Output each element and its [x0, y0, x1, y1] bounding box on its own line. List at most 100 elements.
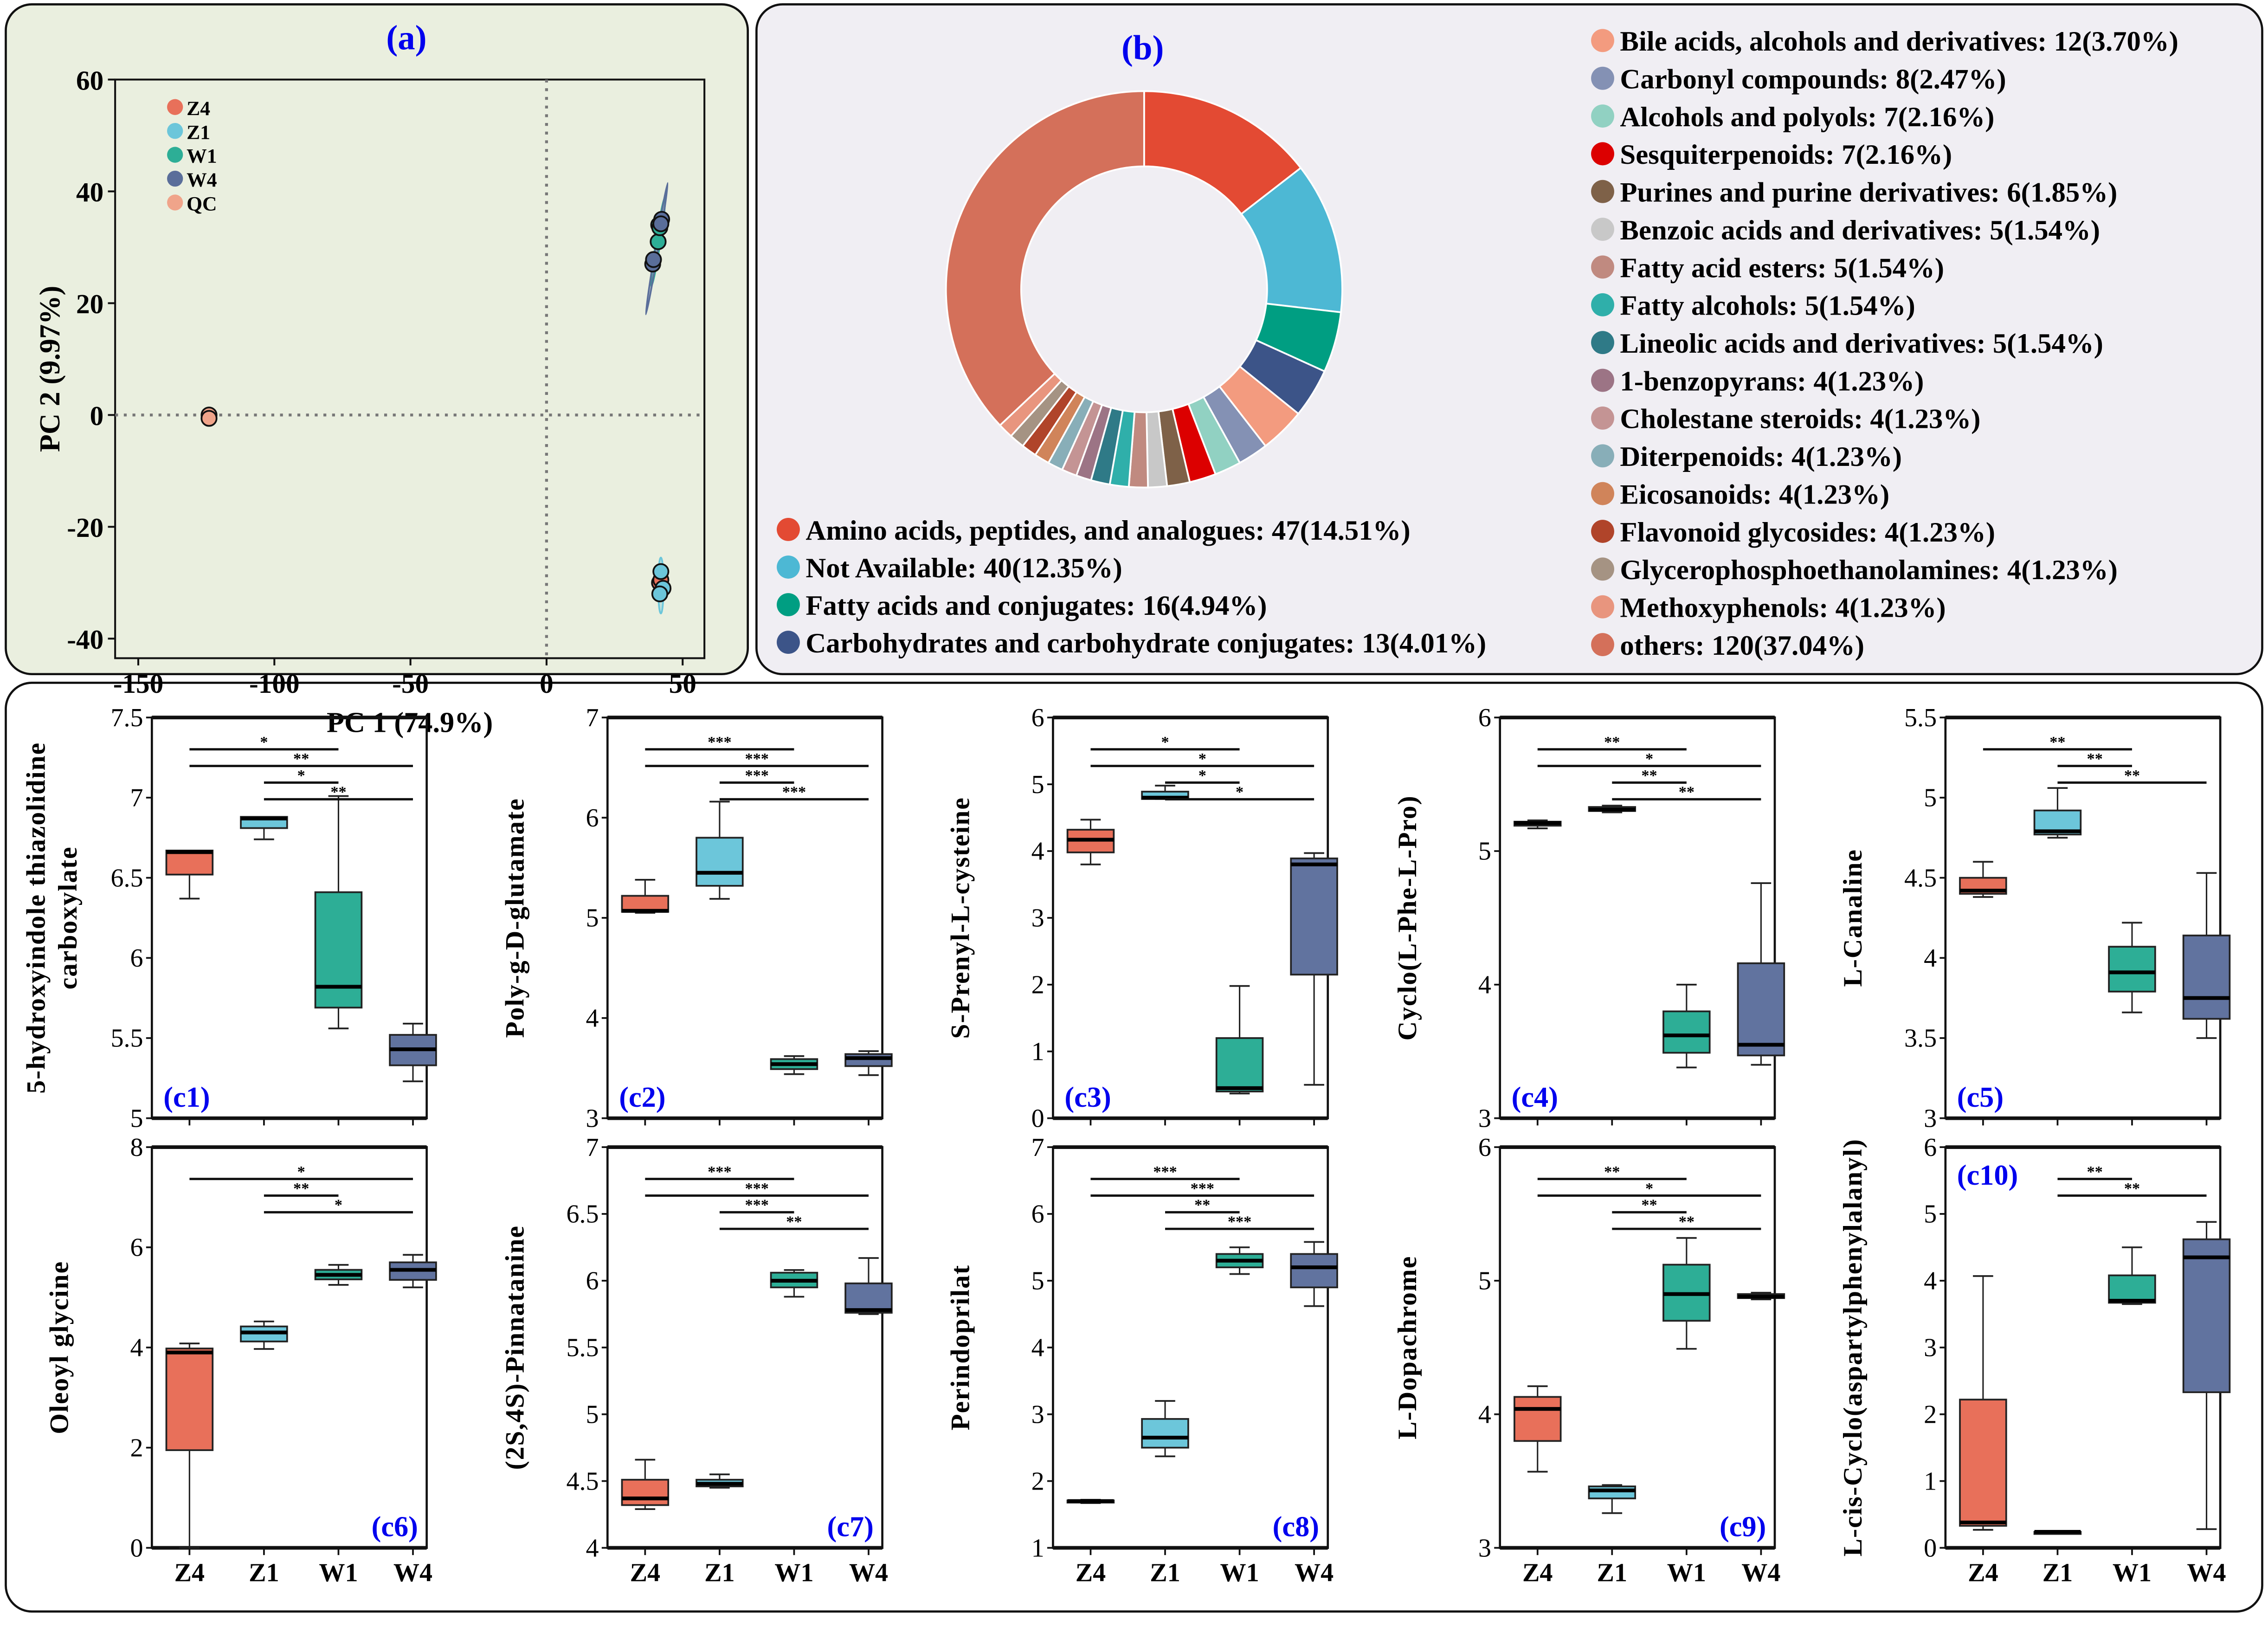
- y-tick-label: 2: [1031, 1467, 1044, 1496]
- legend-marker-w4: [167, 170, 183, 187]
- y-tick-label: 3: [1031, 904, 1044, 933]
- legend-label: Glycerophosphoethanolamines: 4(1.23%): [1620, 555, 2117, 586]
- legend-marker: [1591, 368, 1614, 392]
- box-z1: [1141, 1400, 1189, 1458]
- box-w1: [2108, 922, 2156, 1013]
- x-tick-label: Z1: [1150, 1558, 1180, 1587]
- box-z4: [1959, 1275, 2007, 1531]
- box-w4: [1737, 882, 1785, 1066]
- y-axis-title: (2S,4S)-Pinnatanine: [500, 1225, 529, 1470]
- legend-label: Eicosanoids: 4(1.23%): [1620, 479, 1889, 510]
- legend-label: Fatty alcohols: 5(1.54%): [1620, 290, 1915, 322]
- y-tick-label: 7: [1031, 1133, 1044, 1162]
- significance-label: *: [335, 1196, 342, 1214]
- box-w1: [1215, 1246, 1264, 1275]
- box-z4: [165, 1342, 214, 1549]
- box-iqr: [314, 891, 363, 1009]
- x-tick-label: 0: [540, 668, 554, 699]
- boxplot-c5: 3 3.5 4 4.5 5 5.5 L-Canaline ** ** ** (c5): [1838, 703, 2231, 1133]
- y-tick-label: 6: [586, 1267, 599, 1296]
- significance-label: ***: [708, 1163, 731, 1181]
- legend-marker: [1591, 293, 1614, 316]
- boxplot-c10: 0 1 2 3 4 5 6 Z4 Z1 W1 W4 L-cis-Cyclo(aspartylpheny…: [1838, 1133, 2231, 1587]
- y-tick-label: 20: [76, 289, 103, 319]
- box-iqr: [165, 850, 214, 876]
- box-w4: [1290, 1241, 1338, 1307]
- x-tick-label: W1: [774, 1558, 813, 1587]
- x-tick-label: W1: [1220, 1558, 1259, 1587]
- panel-label: (c4): [1512, 1081, 1558, 1113]
- legend-marker-qc: [167, 194, 183, 211]
- y-tick-label: 6: [130, 944, 143, 973]
- y-tick-label: 5: [1924, 784, 1937, 813]
- box-iqr: [1662, 1010, 1711, 1054]
- significance-label: **: [1679, 1213, 1695, 1231]
- legend-label: Lineolic acids and derivatives: 5(1.54%): [1620, 328, 2103, 359]
- data-point-z1: [652, 563, 670, 580]
- box-z4: [621, 1458, 670, 1510]
- y-tick-label: 7: [130, 784, 143, 813]
- legend-marker: [1591, 331, 1614, 355]
- significance-label: **: [1641, 767, 1657, 784]
- legend-marker: [1591, 444, 1614, 468]
- y-tick-label: 6: [1478, 1133, 1491, 1162]
- y-tick-label: 5: [1478, 1267, 1491, 1296]
- y-tick-label: 5: [1031, 770, 1044, 799]
- significance-label: **: [1604, 733, 1620, 751]
- legend-marker: [777, 631, 800, 654]
- box-w1: [770, 1055, 818, 1075]
- y-axis-title: Oleoyl glycine: [45, 1261, 74, 1434]
- legend-label: Not Available: 40(12.35%): [805, 553, 1122, 584]
- x-tick-label: W4: [1295, 1558, 1334, 1587]
- y-tick-label: 8: [130, 1133, 143, 1162]
- y-tick-label: 3: [1924, 1104, 1937, 1133]
- y-tick-label: 4: [1031, 837, 1044, 866]
- y-tick-label: 4: [1924, 1267, 1937, 1296]
- legend-label: Z4: [187, 97, 210, 120]
- y-tick-label: 3: [1031, 1400, 1044, 1429]
- box-iqr: [844, 1053, 893, 1067]
- y-tick-label: 6: [130, 1233, 143, 1262]
- legend-label: others: 120(37.04%): [1620, 630, 1864, 661]
- y-tick-label: 0: [90, 400, 104, 431]
- x-tick-label: -100: [249, 668, 300, 699]
- box-z4: [1959, 861, 2007, 898]
- y-tick-label: 6: [586, 804, 599, 832]
- box-iqr: [844, 1282, 893, 1314]
- box-iqr: [696, 837, 744, 887]
- box-iqr: [1737, 962, 1785, 1057]
- box-iqr: [621, 1478, 670, 1506]
- x-tick-label: -150: [113, 668, 164, 699]
- significance-label: **: [2087, 750, 2103, 768]
- panel-label: (c6): [372, 1511, 418, 1543]
- box-iqr: [2108, 1274, 2156, 1304]
- y-tick-label: 5.5: [1904, 703, 1937, 732]
- legend-label: Bile acids, alcohols and derivatives: 12…: [1620, 26, 2178, 57]
- y-tick-label: 3.5: [1904, 1024, 1937, 1053]
- legend-marker: [1591, 520, 1614, 543]
- legend-marker-z1: [167, 123, 183, 139]
- box-w1: [1662, 984, 1711, 1069]
- y-tick-label: 6: [1924, 1133, 1937, 1162]
- legend-marker: [1591, 633, 1614, 657]
- box-z1: [1588, 1484, 1637, 1514]
- y-axis-title: S-Prenyl-L-cysteine: [946, 797, 975, 1039]
- donut-slice: [1143, 90, 1302, 215]
- x-tick-label: W4: [849, 1558, 888, 1587]
- y-tick-label: 7: [586, 1133, 599, 1162]
- box-w4: [2182, 1221, 2231, 1530]
- y-tick-label: 2: [1924, 1400, 1937, 1429]
- box-iqr: [1215, 1037, 1264, 1093]
- y-tick-label: 4: [586, 1534, 599, 1562]
- legend-marker: [1591, 104, 1614, 128]
- x-axis-title: PC 1 (74.9%): [327, 706, 493, 738]
- boxplot-grid: 5 5.5 6 6.5 7 7.5 5-hydroxyindole thiazolidine…: [22, 703, 2231, 1587]
- y-axis-title: 5-hydroxyindole thiazolidine: [22, 742, 51, 1094]
- legend-marker: [1591, 595, 1614, 619]
- significance-label: *: [1236, 783, 1244, 801]
- y-tick-label: 5: [1478, 837, 1491, 866]
- x-tick-label: Z4: [1076, 1558, 1106, 1587]
